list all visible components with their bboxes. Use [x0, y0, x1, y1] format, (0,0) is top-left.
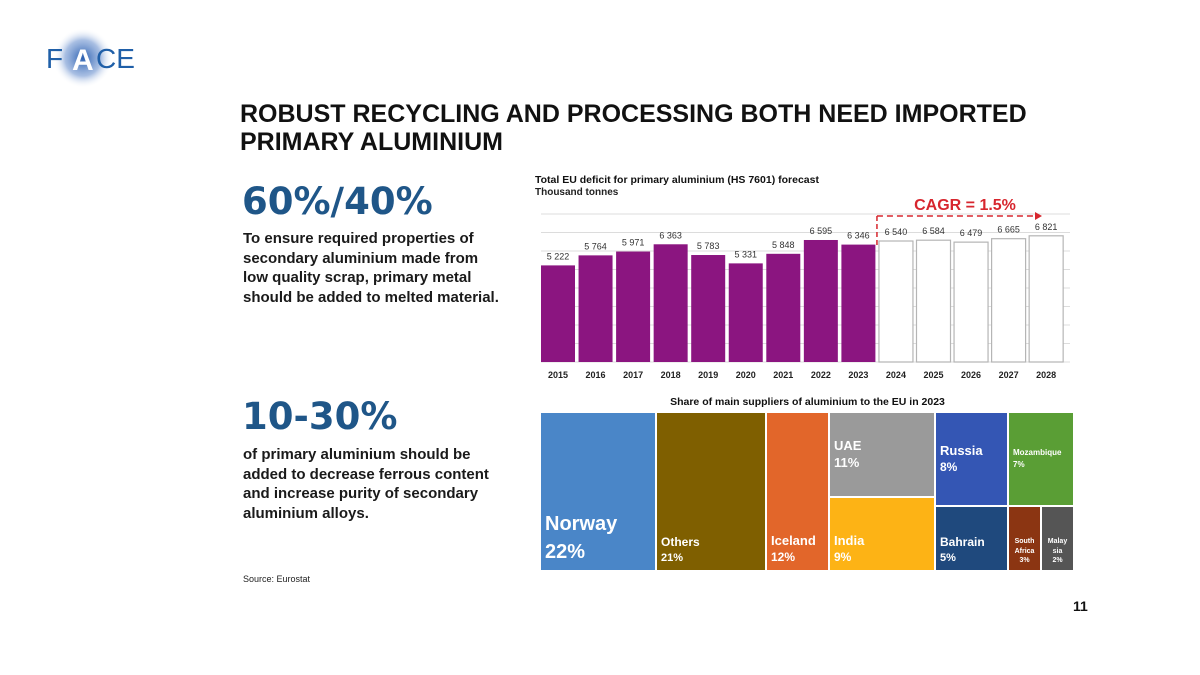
bar — [578, 255, 613, 362]
bar-value-label: 6 595 — [810, 226, 833, 236]
x-tick-label: 2018 — [661, 370, 681, 380]
bar-chart: 5 222 2015 5 764 2016 5 971 2017 6 363 2018 5 78… — [541, 197, 1070, 380]
treemap-cell-others: Others 21% — [657, 413, 765, 570]
svg-text:F: F — [46, 43, 63, 74]
treemap-label: Russia — [940, 442, 983, 458]
treemap-cell-mozambique: Mozambique 7% — [1009, 413, 1073, 505]
x-tick-label: 2020 — [736, 370, 756, 380]
bar-value-label: 5 971 — [622, 238, 645, 248]
cagr-arrow-head — [1035, 212, 1042, 220]
treemap-title: Share of main suppliers of aluminium to … — [670, 396, 945, 408]
treemap-label: Mozambique — [1013, 448, 1062, 457]
bar-value-label: 6 363 — [659, 230, 682, 240]
face-logo: F A CE — [46, 28, 135, 88]
bar-value-label: 6 346 — [847, 231, 870, 241]
treemap-value: 8% — [940, 460, 958, 475]
svg-text:CE: CE — [96, 43, 135, 74]
treemap-value: 3% — [1019, 557, 1030, 565]
treemap-cell-malaysia: Malaysia 2% — [1042, 507, 1073, 570]
x-tick-label: 2017 — [623, 370, 643, 380]
treemap-value: 11% — [834, 455, 860, 471]
stat-10-30: 10-30% — [242, 395, 398, 438]
treemap-label: Norway — [545, 513, 618, 535]
bar-value-label: 5 222 — [547, 251, 570, 261]
treemap-label: Malaysia — [1047, 538, 1068, 555]
x-tick-label: 2019 — [698, 370, 718, 380]
x-tick-label: 2027 — [999, 370, 1019, 380]
page-title: ROBUST RECYCLING AND PROCESSING BOTH NEE… — [240, 100, 1027, 156]
bar-value-label: 5 331 — [734, 249, 757, 259]
treemap-value: 21% — [661, 551, 684, 564]
bar-value-label: 6 821 — [1035, 222, 1058, 232]
bar — [766, 253, 801, 362]
treemap-value: 12% — [771, 550, 796, 565]
bar-chart-title: Total EU deficit for primary aluminium (… — [535, 174, 819, 186]
bar-value-label: 5 783 — [697, 241, 720, 251]
bar — [803, 239, 838, 362]
treemap-cell-norway: Norway 22% — [541, 413, 655, 570]
bar — [691, 255, 726, 362]
bar-value-label: 6 584 — [922, 226, 945, 236]
x-tick-label: 2022 — [811, 370, 831, 380]
bar — [953, 241, 989, 363]
page-number: 11 — [1073, 598, 1088, 614]
bar-chart-subtitle: Thousand tonnes — [535, 187, 619, 198]
x-tick-label: 2016 — [586, 370, 606, 380]
bar — [841, 244, 876, 362]
treemap-value: 22% — [545, 541, 586, 563]
bar-value-label: 5 764 — [584, 241, 607, 251]
treemap-label: South Africa — [1014, 538, 1035, 555]
treemap-cell-bahrain: Bahrain 5% — [936, 507, 1007, 570]
treemap-cell-iceland: Iceland 12% — [767, 413, 828, 570]
treemap-label: Others — [661, 535, 700, 550]
x-tick-label: 2015 — [548, 370, 568, 380]
treemap-label: Bahrain — [940, 535, 985, 550]
bar — [728, 263, 763, 362]
treemap-cell-india: India 9% — [830, 498, 934, 570]
x-tick-label: 2028 — [1036, 370, 1056, 380]
bar-value-label: 6 665 — [997, 225, 1020, 235]
bar — [541, 265, 575, 362]
cagr-annotation: CAGR = 1.5% — [914, 197, 1016, 214]
treemap-value: 2% — [1052, 557, 1063, 565]
x-tick-label: 2025 — [923, 370, 943, 380]
treemap-value: 7% — [1013, 459, 1025, 469]
bar — [991, 238, 1027, 363]
stat-10-30-description: of primary aluminium should be added to … — [243, 446, 489, 522]
treemap-label: UAE — [834, 437, 862, 453]
bar-value-label: 6 479 — [960, 228, 983, 238]
bar — [915, 239, 952, 363]
bar — [878, 240, 914, 363]
treemap-cell-south-africa: South Africa 3% — [1009, 507, 1040, 570]
bar-value-label: 5 848 — [772, 240, 795, 250]
stat-60-40: 60%/40% — [242, 180, 433, 223]
bar — [1028, 235, 1064, 363]
x-tick-label: 2021 — [773, 370, 793, 380]
x-tick-label: 2023 — [848, 370, 868, 380]
treemap-label: Iceland — [771, 532, 816, 548]
x-tick-label: 2026 — [961, 370, 981, 380]
treemap-value: 9% — [834, 550, 852, 565]
bar — [653, 244, 688, 362]
source-note: Source: Eurostat — [243, 574, 311, 584]
bar-value-label: 6 540 — [885, 227, 908, 237]
treemap-cell-uae: UAE 11% — [830, 413, 934, 496]
bar — [616, 251, 651, 362]
treemap-value: 5% — [940, 551, 956, 564]
treemap-cell-russia: Russia 8% — [936, 413, 1007, 505]
treemap-label: India — [834, 532, 865, 548]
x-tick-label: 2024 — [886, 370, 906, 380]
svg-text:A: A — [72, 44, 94, 77]
stat-60-40-description: To ensure required properties of seconda… — [243, 230, 499, 306]
